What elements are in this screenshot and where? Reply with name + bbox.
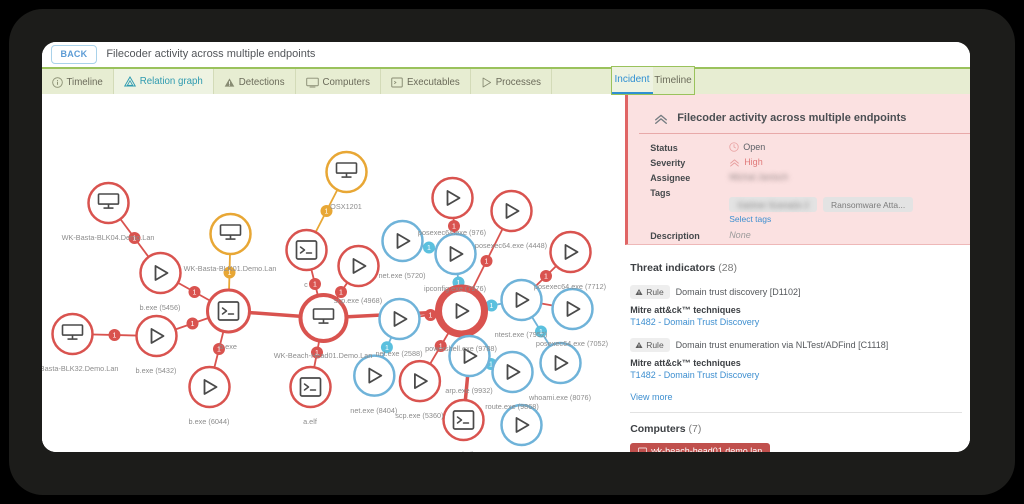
- svg-text:1: 1: [190, 321, 194, 328]
- svg-text:1: 1: [489, 303, 493, 310]
- svg-text:1: 1: [324, 209, 328, 216]
- svg-text:1: 1: [427, 245, 431, 252]
- svg-text:1: 1: [313, 282, 317, 289]
- svg-text:1: 1: [428, 313, 432, 320]
- svg-text:1: 1: [112, 333, 116, 340]
- svg-text:1: 1: [484, 259, 488, 266]
- svg-text:1: 1: [544, 274, 548, 281]
- svg-text:1: 1: [192, 290, 196, 297]
